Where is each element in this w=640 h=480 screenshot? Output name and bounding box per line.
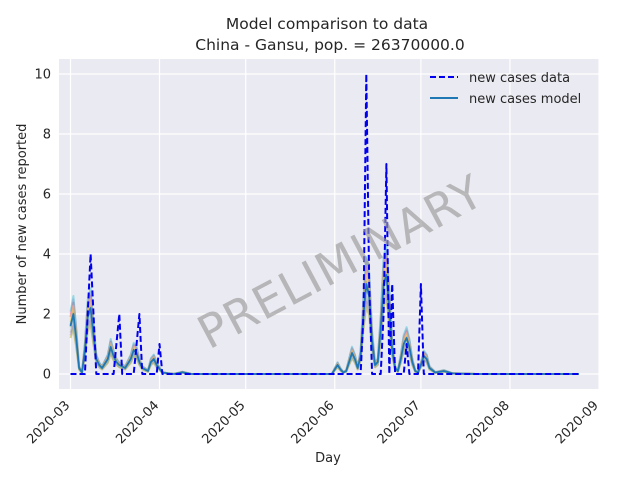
y-tick-label: 8 <box>43 128 51 143</box>
x-tick-label: 2020-08 <box>464 398 513 447</box>
plot-area <box>59 59 599 389</box>
y-tick-label: 10 <box>34 68 51 83</box>
series-layer <box>69 73 579 375</box>
chart-title: Model comparison to data <box>226 15 428 33</box>
legend: new cases data new cases model <box>430 71 581 107</box>
y-tick-label: 2 <box>43 308 51 323</box>
y-tick-label: 4 <box>43 248 51 263</box>
y-tick-labels: 0 2 4 6 8 10 <box>34 68 51 383</box>
x-tick-label: 2020-05 <box>200 398 249 447</box>
legend-label-model: new cases model <box>469 92 581 107</box>
x-axis-label: Day <box>315 451 341 466</box>
x-tick-label: 2020-06 <box>289 398 338 447</box>
x-tick-label: 2020-03 <box>24 398 73 447</box>
x-tick-label: 2020-04 <box>113 398 162 447</box>
x-tick-label: 2020-07 <box>375 398 424 447</box>
y-axis-label: Number of new cases reported <box>15 124 30 325</box>
series-line-data <box>70 73 579 375</box>
y-tick-label: 0 <box>43 368 51 383</box>
legend-label-data: new cases data <box>469 71 570 86</box>
x-tick-label: 2020-09 <box>553 398 602 447</box>
series-line-model <box>69 274 579 375</box>
chart-subtitle: China - Gansu, pop. = 26370000.0 <box>195 36 464 54</box>
x-tick-labels: 2020-03 2020-04 2020-05 2020-06 2020-07 2020-… <box>24 398 602 447</box>
y-tick-label: 6 <box>43 188 51 203</box>
grid <box>59 59 600 389</box>
